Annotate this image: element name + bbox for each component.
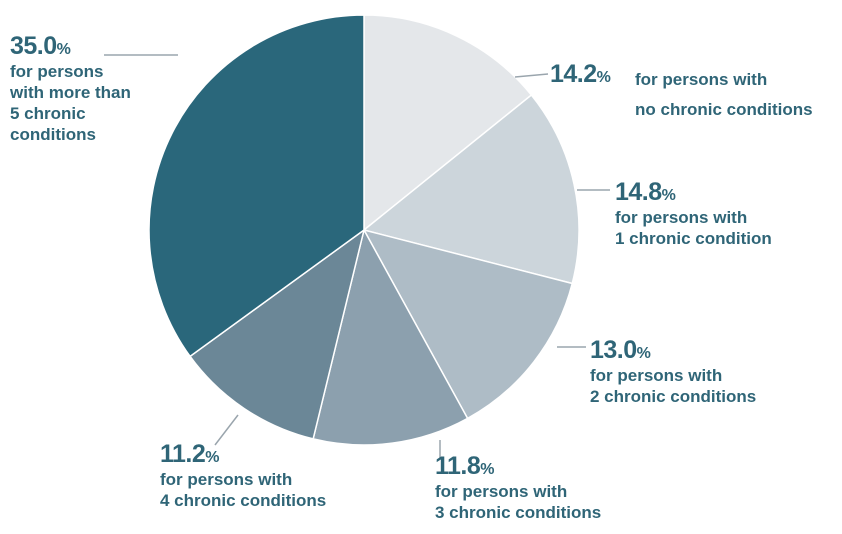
slice-unit-4: %: [205, 449, 220, 466]
pie-slice-0: [363, 14, 533, 232]
slice-value-1: 14.8: [615, 178, 662, 206]
slice-unit-3: %: [480, 461, 495, 478]
slice-label-3: 11.8% for persons with 3 chronic conditi…: [435, 452, 601, 523]
pie-slice-4: [189, 228, 366, 440]
slice-desc-2: for persons with 2 chronic conditions: [590, 366, 757, 406]
slice-value-2: 13.0: [590, 336, 637, 364]
leader-line-0: [514, 73, 549, 78]
slice-value-4: 11.2: [160, 440, 206, 468]
slice-desc-5: for persons with more than 5 chronic con…: [10, 62, 131, 144]
slice-value-3: 11.8: [435, 452, 481, 480]
slice-desc-3: for persons with 3 chronic conditions: [435, 482, 602, 522]
slice-unit-1: %: [661, 187, 676, 204]
slice-label-5: 35.0% for persons with more than 5 chron…: [10, 32, 131, 145]
pie-slice-5: [148, 14, 365, 358]
leader-line-4: [214, 414, 239, 446]
slice-desc-0: for persons with no chronic conditions: [635, 70, 813, 119]
slice-desc-4: for persons with 4 chronic conditions: [160, 470, 327, 510]
slice-label-0: 14.2% for persons with no chronic condit…: [550, 60, 813, 119]
pie-slice-3: [312, 227, 469, 446]
pie-slice-2: [362, 228, 574, 420]
slice-label-4: 11.2% for persons with 4 chronic conditi…: [160, 440, 326, 511]
slice-unit-0: %: [596, 69, 611, 86]
slice-unit-5: %: [56, 41, 71, 58]
slice-value-5: 35.0: [10, 32, 57, 60]
slice-label-2: 13.0% for persons with 2 chronic conditi…: [590, 336, 756, 407]
slice-unit-2: %: [636, 345, 651, 362]
pie-slice-1: [362, 93, 580, 285]
slice-label-1: 14.8% for persons with 1 chronic conditi…: [615, 178, 772, 249]
slice-desc-1: for persons with 1 chronic condition: [615, 208, 772, 248]
slice-value-0: 14.2: [550, 60, 597, 88]
